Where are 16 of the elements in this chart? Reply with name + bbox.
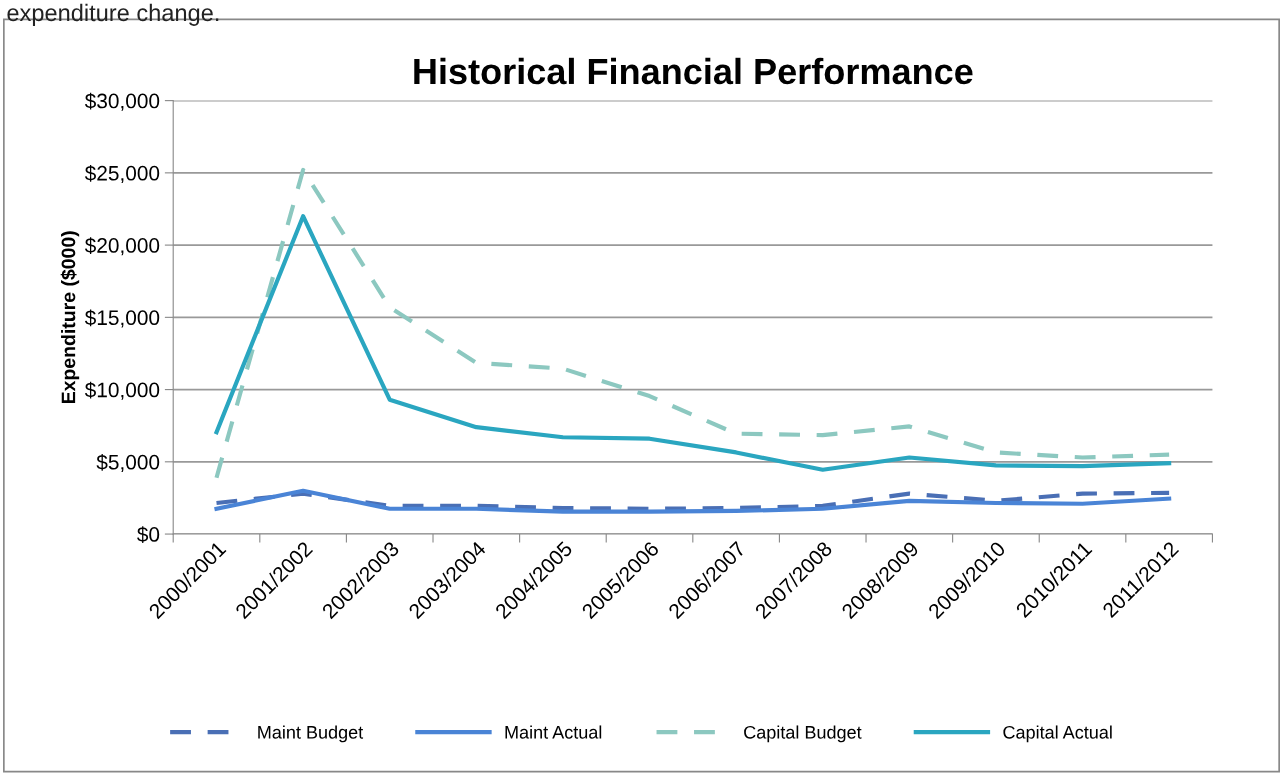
y-axis-title: Expenditure ($000) <box>60 231 80 404</box>
line-series <box>214 167 1172 480</box>
legend-label: Maint Budget <box>258 725 364 743</box>
y-tick-label: $10,000 <box>84 381 160 400</box>
y-tick-label: $0 <box>137 526 160 544</box>
legend-label: Maint Actual <box>505 725 602 739</box>
y-tick-label: $20,000 <box>84 237 160 256</box>
y-tick-label: $25,000 <box>84 164 160 184</box>
line-series <box>214 214 1172 472</box>
y-tick-label: $30,000 <box>84 92 160 111</box>
y-tick-label: $15,000 <box>84 309 160 328</box>
text: expenditure change. <box>7 3 219 26</box>
legend-label: Capital Actual <box>1003 725 1112 743</box>
legend-label: Capital Budget <box>744 725 862 743</box>
y-tick-label: $5,000 <box>96 453 160 473</box>
chart-title: Historical Financial Performance <box>414 57 973 85</box>
